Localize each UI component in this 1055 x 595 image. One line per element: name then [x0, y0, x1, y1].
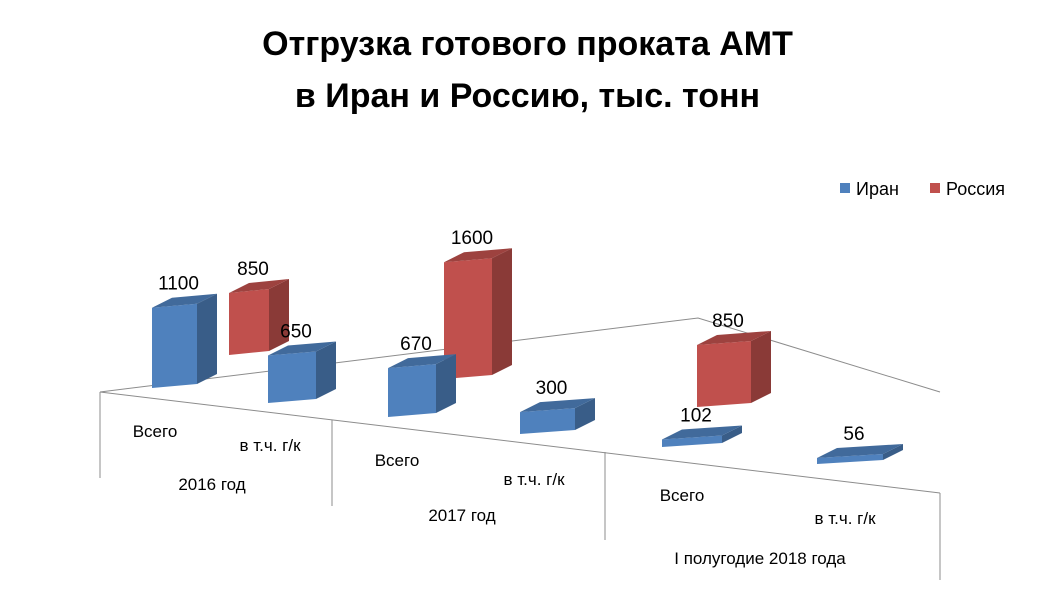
legend-label: Иран	[856, 179, 899, 199]
bar-side-face	[575, 398, 595, 430]
bar-Россия-2-1	[697, 330, 771, 407]
bar-Иран-1-0	[388, 354, 456, 417]
bar-Россия-0-1	[229, 278, 289, 355]
bars-layer	[152, 248, 903, 464]
axis-frame	[99, 317, 941, 580]
category-label: в т.ч. г/к	[503, 470, 565, 489]
data-label: 300	[536, 378, 568, 399]
bar-top-face	[520, 398, 595, 413]
group-label: I полугодие 2018 года	[674, 549, 846, 568]
bar-front-face	[444, 258, 492, 379]
data-label: 102	[680, 406, 712, 427]
bar-side-face	[436, 354, 456, 413]
legend-label: Россия	[946, 179, 1005, 199]
bar-front-face	[152, 303, 197, 388]
category-label: в т.ч. г/к	[814, 509, 876, 528]
bar-front-face	[268, 351, 316, 403]
bar-Иран-2-0	[662, 425, 742, 447]
chart-title-line1: Отгрузка готового проката АМТ	[262, 25, 793, 63]
floor-front-edge	[99, 391, 941, 494]
bar-top-face	[444, 248, 512, 263]
chart-title-line2: в Иран и Россию, тыс. тонн	[294, 77, 761, 115]
bar-side-face	[492, 248, 512, 375]
bar-top-face	[229, 278, 289, 293]
legend-swatch	[930, 183, 940, 193]
chart-title: Отгрузка готового проката АМТ в Иран и Р…	[0, 18, 1055, 122]
group-label: 2016 год	[178, 475, 245, 494]
bar-top-face	[152, 293, 217, 308]
data-label: 670	[400, 334, 432, 355]
bar-front-face	[697, 340, 751, 407]
bar-front-face	[229, 288, 269, 355]
bar-Иран-0-0	[152, 293, 217, 388]
data-label: 850	[712, 311, 744, 332]
data-label: 850	[237, 259, 269, 280]
bar-top-face	[662, 425, 742, 440]
bar-side-face	[197, 293, 217, 384]
floor-back-edge	[99, 317, 941, 393]
legend-item-Иран: Иран	[840, 179, 899, 199]
bar-top-face	[268, 341, 336, 356]
bar-Иран-2-2	[817, 444, 903, 464]
bar-front-face	[388, 364, 436, 417]
data-label: 650	[280, 322, 312, 343]
bar-Иран-1-2	[520, 398, 595, 434]
bar-Иран-0-2	[268, 341, 336, 403]
legend-swatch	[840, 183, 850, 193]
bar-top-face	[697, 330, 771, 345]
data-label: 56	[843, 424, 864, 445]
group-label: 2017 год	[428, 506, 495, 525]
category-label: Всего	[375, 451, 420, 470]
legend: Иран Россия	[840, 179, 1005, 199]
bar-side-face	[316, 341, 336, 399]
bar-front-face	[817, 454, 883, 464]
category-label: в т.ч. г/к	[239, 436, 301, 455]
bar-side-face	[269, 278, 289, 351]
bar-Россия-1-1	[444, 248, 512, 379]
bar-side-face	[722, 425, 742, 443]
category-label: Всего	[133, 422, 178, 441]
bar-top-face	[817, 444, 903, 458]
bar-side-face	[883, 444, 903, 460]
bar-side-face	[751, 330, 771, 403]
data-label: 1100	[158, 274, 199, 295]
bar-top-face	[388, 354, 456, 369]
data-label: 1600	[451, 228, 493, 249]
bar-front-face	[662, 435, 722, 447]
category-label: Всего	[660, 486, 705, 505]
bar-front-face	[520, 408, 575, 434]
legend-item-Россия: Россия	[930, 179, 1005, 199]
labels-layer: 850 1600 1100 650 850 670 300 102 56 Всего в т.ч. …	[133, 228, 876, 568]
